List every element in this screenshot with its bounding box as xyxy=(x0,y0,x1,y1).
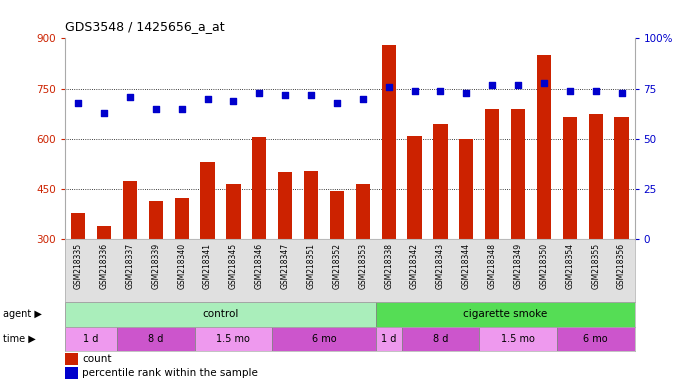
Bar xyxy=(65,353,78,365)
Text: GSM218340: GSM218340 xyxy=(177,243,186,289)
Bar xyxy=(376,302,635,326)
Point xyxy=(73,100,84,106)
Bar xyxy=(537,55,551,240)
Point xyxy=(590,88,601,94)
Bar xyxy=(459,139,473,240)
Text: GSM218353: GSM218353 xyxy=(358,243,367,289)
Bar xyxy=(401,326,480,351)
Bar xyxy=(304,171,318,240)
Bar xyxy=(330,191,344,240)
Text: 6 mo: 6 mo xyxy=(583,334,608,344)
Point xyxy=(280,92,291,98)
Bar xyxy=(97,226,111,240)
Bar xyxy=(355,184,370,240)
Point xyxy=(305,92,316,98)
Text: GSM218352: GSM218352 xyxy=(333,243,342,288)
Point xyxy=(435,88,446,94)
Bar xyxy=(65,326,117,351)
Bar xyxy=(511,109,525,240)
Point xyxy=(176,106,187,112)
Text: 6 mo: 6 mo xyxy=(311,334,336,344)
Bar xyxy=(376,326,401,351)
Text: GSM218344: GSM218344 xyxy=(462,243,471,289)
Bar xyxy=(557,326,635,351)
Bar xyxy=(381,45,396,240)
Bar xyxy=(71,213,85,240)
Text: GSM218341: GSM218341 xyxy=(203,243,212,288)
Point xyxy=(539,79,549,86)
Point xyxy=(254,89,265,96)
Text: GSM218348: GSM218348 xyxy=(488,243,497,288)
Bar xyxy=(195,326,272,351)
Point xyxy=(124,94,135,100)
Text: agent ▶: agent ▶ xyxy=(3,309,43,319)
Point xyxy=(357,96,368,102)
Point xyxy=(512,81,523,88)
Bar xyxy=(123,181,137,240)
Text: control: control xyxy=(202,309,239,319)
Bar xyxy=(480,326,557,351)
Text: 1.5 mo: 1.5 mo xyxy=(217,334,250,344)
Bar xyxy=(200,162,215,240)
Text: GSM218337: GSM218337 xyxy=(126,243,134,289)
Text: GSM218347: GSM218347 xyxy=(281,243,289,289)
Bar xyxy=(272,326,376,351)
Point xyxy=(331,100,342,106)
Bar xyxy=(615,117,629,240)
Bar xyxy=(226,184,241,240)
Text: GSM218342: GSM218342 xyxy=(410,243,419,288)
Text: GSM218336: GSM218336 xyxy=(99,243,108,289)
Bar xyxy=(65,367,78,379)
Text: GSM218354: GSM218354 xyxy=(565,243,574,289)
Text: GSM218343: GSM218343 xyxy=(436,243,445,289)
Text: percentile rank within the sample: percentile rank within the sample xyxy=(82,368,258,378)
Point xyxy=(150,106,161,112)
Bar xyxy=(149,201,163,240)
Text: GSM218356: GSM218356 xyxy=(617,243,626,289)
Bar xyxy=(278,172,292,240)
Text: GSM218345: GSM218345 xyxy=(229,243,238,289)
Text: GSM218335: GSM218335 xyxy=(73,243,82,289)
Text: 1 d: 1 d xyxy=(381,334,397,344)
Text: cigarette smoke: cigarette smoke xyxy=(463,309,547,319)
Point xyxy=(461,89,472,96)
Text: time ▶: time ▶ xyxy=(3,334,36,344)
Text: 8 d: 8 d xyxy=(433,334,448,344)
Bar xyxy=(485,109,499,240)
Text: GSM218349: GSM218349 xyxy=(514,243,523,289)
Bar xyxy=(117,326,195,351)
Bar xyxy=(252,137,266,240)
Bar xyxy=(174,197,189,240)
Text: 1.5 mo: 1.5 mo xyxy=(501,334,535,344)
Point xyxy=(409,88,420,94)
Text: GSM218350: GSM218350 xyxy=(539,243,549,289)
Bar xyxy=(434,124,447,240)
Text: GSM218339: GSM218339 xyxy=(151,243,161,289)
Point xyxy=(565,88,576,94)
Text: 8 d: 8 d xyxy=(148,334,163,344)
Text: GSM218338: GSM218338 xyxy=(384,243,393,288)
Bar xyxy=(563,117,577,240)
Point xyxy=(99,110,110,116)
Text: GSM218346: GSM218346 xyxy=(255,243,264,289)
Text: GDS3548 / 1425656_a_at: GDS3548 / 1425656_a_at xyxy=(65,20,225,33)
Point xyxy=(228,98,239,104)
Text: 1 d: 1 d xyxy=(84,334,99,344)
Text: GSM218355: GSM218355 xyxy=(591,243,600,289)
Bar xyxy=(407,136,422,240)
Text: GSM218351: GSM218351 xyxy=(307,243,316,288)
Text: count: count xyxy=(82,354,112,364)
Point xyxy=(487,81,498,88)
Bar xyxy=(65,302,376,326)
Point xyxy=(202,96,213,102)
Bar xyxy=(589,114,603,240)
Point xyxy=(383,84,394,90)
Point xyxy=(616,89,627,96)
